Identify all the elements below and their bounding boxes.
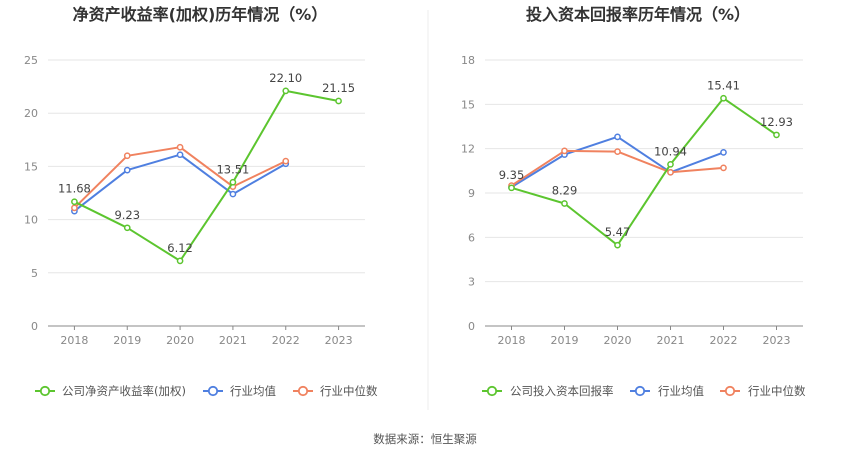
data-point-company <box>508 184 515 192</box>
data-label: 6.12 <box>167 241 193 255</box>
data-point-industry_median <box>720 164 727 172</box>
y-tick-label: 3 <box>468 276 475 289</box>
legend-label: 行业中位数 <box>320 384 378 398</box>
legend-label: 行业中位数 <box>748 384 806 398</box>
data-point-company <box>229 178 237 186</box>
data-label: 12.93 <box>760 115 793 129</box>
y-tick-label: 10 <box>24 214 38 227</box>
legend-label: 行业均值 <box>658 384 704 398</box>
data-label: 8.29 <box>552 183 578 197</box>
x-tick-label: 2020 <box>604 334 632 347</box>
legend-swatch-marker <box>724 385 736 397</box>
data-point-company <box>614 241 621 249</box>
data-label: 15.41 <box>707 78 740 92</box>
data-point-company <box>71 198 78 206</box>
y-tick-label: 9 <box>468 187 475 200</box>
chart-title: 投入资本回报率历年情况（%） <box>526 5 750 24</box>
legend-swatch-marker <box>39 385 51 397</box>
legend-item-industry_avg[interactable]: 行业均值 <box>203 384 276 398</box>
data-source-note: 数据来源：恒生聚源 <box>373 432 477 446</box>
data-point-industry_avg <box>614 133 621 141</box>
legend-swatch-marker <box>486 385 498 397</box>
data-point-company <box>335 97 342 105</box>
x-tick-label: 2021 <box>657 334 685 347</box>
x-tick-label: 2021 <box>219 334 247 347</box>
x-tick-label: 2019 <box>113 334 141 347</box>
data-label: 10.94 <box>654 144 687 158</box>
roic-chart-panel: 投入资本回报率历年情况（%） 0 3 6 9 12 15 18 2018 2019 2020 2021… <box>461 5 806 398</box>
y-tick-label: 0 <box>31 320 38 333</box>
data-point-industry_median <box>71 204 78 212</box>
series-line-industry_avg <box>73 153 287 212</box>
data-label: 5.47 <box>605 225 631 239</box>
x-tick-label: 2022 <box>710 334 738 347</box>
series-line-industry_avg <box>510 135 724 188</box>
data-label: 13.51 <box>216 162 249 176</box>
data-point-industry_avg <box>720 149 727 156</box>
x-tick-label: 2023 <box>325 334 353 347</box>
data-point-industry_median <box>176 143 184 151</box>
series-line-company <box>73 89 339 262</box>
legend-swatch-marker <box>207 385 219 397</box>
legend-item-industry_avg[interactable]: 行业均值 <box>630 384 704 398</box>
legend-label: 公司投入资本回报率 <box>510 384 614 398</box>
y-tick-label: 5 <box>31 267 38 280</box>
data-label: 11.68 <box>58 182 91 196</box>
data-point-industry_median <box>282 157 290 165</box>
series-line-company <box>511 97 778 247</box>
legend-item-company[interactable]: 公司净资产收益率(加权) <box>35 384 186 398</box>
x-tick-label: 2019 <box>551 334 579 347</box>
data-point-industry_median <box>614 148 621 155</box>
x-tick-label: 2023 <box>763 334 791 347</box>
legend-item-company[interactable]: 公司投入资本回报率 <box>482 384 614 398</box>
data-label: 21.15 <box>322 81 355 95</box>
data-label: 22.10 <box>269 71 302 85</box>
y-tick-label: 15 <box>461 98 475 111</box>
legend-item-industry_median[interactable]: 行业中位数 <box>293 384 378 398</box>
roe-chart-panel: 净资产收益率(加权)历年情况（%） 0 5 10 15 20 25 2018 2019 2020 2… <box>24 5 378 398</box>
data-point-industry_avg <box>229 190 237 198</box>
data-point-industry_median <box>667 168 674 176</box>
data-point-industry_avg <box>176 151 184 159</box>
y-tick-label: 0 <box>468 320 475 333</box>
y-tick-label: 12 <box>461 143 475 156</box>
data-point-company <box>561 200 568 207</box>
data-point-industry_avg <box>123 166 131 174</box>
data-label: 9.23 <box>114 208 140 222</box>
legend-item-industry_median[interactable]: 行业中位数 <box>720 384 806 398</box>
x-tick-label: 2022 <box>272 334 300 347</box>
legend-label: 行业均值 <box>230 384 276 398</box>
chart-title: 净资产收益率(加权)历年情况（%） <box>73 5 328 24</box>
x-tick-label: 2018 <box>498 334 526 347</box>
data-point-company <box>282 87 290 95</box>
y-tick-label: 6 <box>468 231 475 244</box>
data-label: 9.35 <box>499 168 525 182</box>
y-tick-label: 18 <box>461 54 475 67</box>
data-point-company <box>773 131 780 139</box>
data-point-industry_median <box>123 152 131 160</box>
data-point-company <box>667 160 674 168</box>
data-point-company <box>176 257 184 265</box>
y-tick-label: 20 <box>24 107 38 120</box>
y-tick-label: 15 <box>24 160 38 173</box>
x-tick-label: 2020 <box>166 334 194 347</box>
legend-swatch-marker <box>634 385 646 397</box>
data-point-industry_median <box>561 147 568 155</box>
y-tick-label: 25 <box>24 54 38 67</box>
x-tick-label: 2018 <box>60 334 88 347</box>
data-point-company <box>123 224 131 232</box>
legend-swatch-marker <box>297 385 309 397</box>
data-point-company <box>720 94 727 102</box>
legend-label: 公司净资产收益率(加权) <box>62 384 186 398</box>
